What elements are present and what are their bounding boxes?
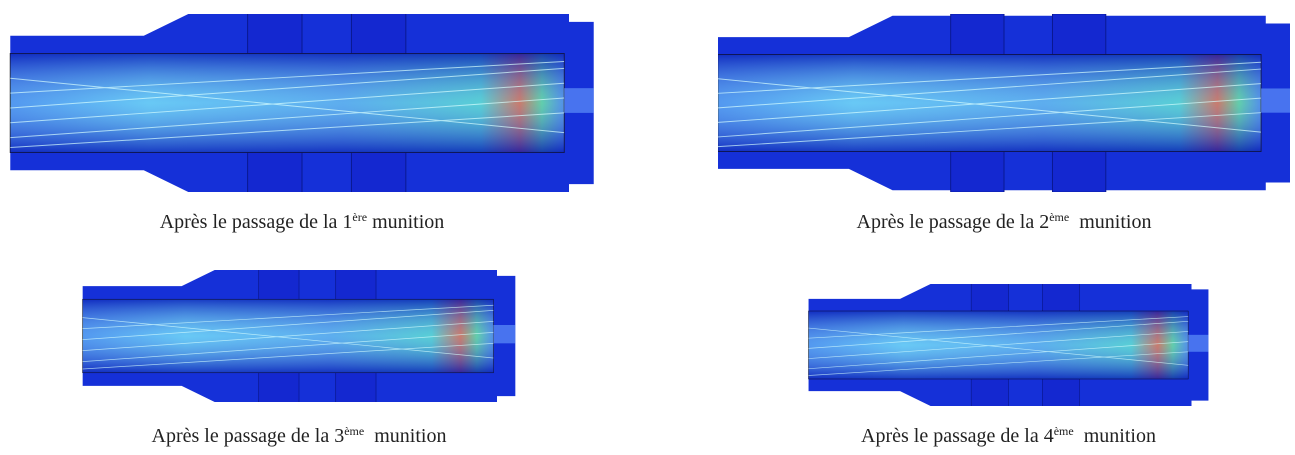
caption-text: munition <box>1074 425 1156 447</box>
simulation-image <box>8 14 596 192</box>
caption-text: munition <box>364 425 446 447</box>
caption-text: Après le passage de la <box>857 211 1040 233</box>
caption-number: 1 <box>342 211 352 233</box>
caption-text: Après le passage de la <box>861 425 1044 447</box>
simulation-image <box>718 14 1290 192</box>
caption: Après le passage de la 1ère munition <box>8 210 596 234</box>
caption-ordinal: ème <box>1049 210 1069 224</box>
caption-number: 2 <box>1039 211 1049 233</box>
caption: Après le passage de la 4ème munition <box>732 424 1285 448</box>
caption-ordinal: ème <box>344 424 364 438</box>
caption-text: munition <box>367 211 444 233</box>
page: Après le passage de la 1ère munition Apr… <box>0 0 1295 455</box>
caption-text: Après le passage de la <box>152 425 335 447</box>
simulation-image <box>732 284 1285 406</box>
caption-number: 4 <box>1044 425 1054 447</box>
caption-ordinal: ère <box>352 210 367 224</box>
caption-number: 3 <box>334 425 344 447</box>
caption-text: munition <box>1069 211 1151 233</box>
caption: Après le passage de la 3ème munition <box>8 424 590 448</box>
simulation-image <box>8 270 590 402</box>
caption: Après le passage de la 2ème munition <box>718 210 1290 234</box>
caption-text: Après le passage de la <box>160 211 343 233</box>
caption-ordinal: ème <box>1054 424 1074 438</box>
